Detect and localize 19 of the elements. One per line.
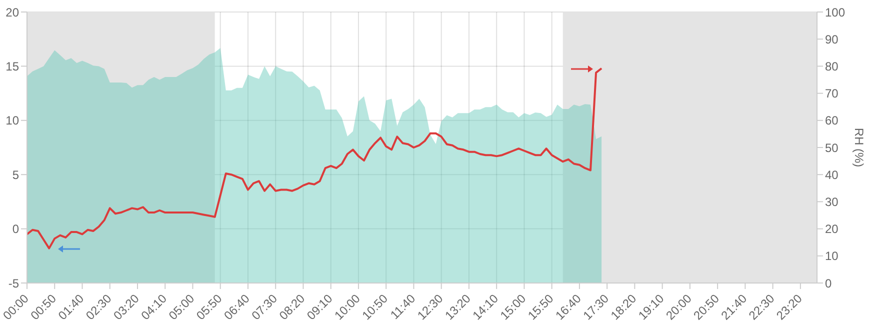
y2-tick-label: 30 bbox=[825, 194, 839, 209]
y2-tick-label: 80 bbox=[825, 59, 839, 74]
y2-tick-label: 90 bbox=[825, 32, 839, 46]
y2-tick-label: 70 bbox=[825, 86, 839, 101]
y-tick-label: 10 bbox=[6, 114, 20, 128]
y2-tick-label: 40 bbox=[825, 168, 839, 182]
y2-tick-label: 100 bbox=[825, 5, 846, 20]
y-tick-label: 5 bbox=[12, 168, 20, 182]
y-tick-label: 0 bbox=[12, 222, 20, 236]
y-tick-label: 15 bbox=[6, 59, 20, 74]
y2-tick-label: 50 bbox=[825, 140, 839, 155]
y-tick-label: 20 bbox=[6, 5, 20, 20]
y-tick-label: -5 bbox=[8, 276, 20, 290]
y2-tick-label: 0 bbox=[825, 276, 832, 290]
y2-tick-label: 10 bbox=[825, 249, 839, 264]
y2-tick-label: 20 bbox=[825, 222, 839, 236]
y2-tick-label: 60 bbox=[825, 114, 839, 128]
line-series bbox=[27, 67, 603, 250]
y2-axis-title: RH (%) bbox=[852, 128, 866, 168]
